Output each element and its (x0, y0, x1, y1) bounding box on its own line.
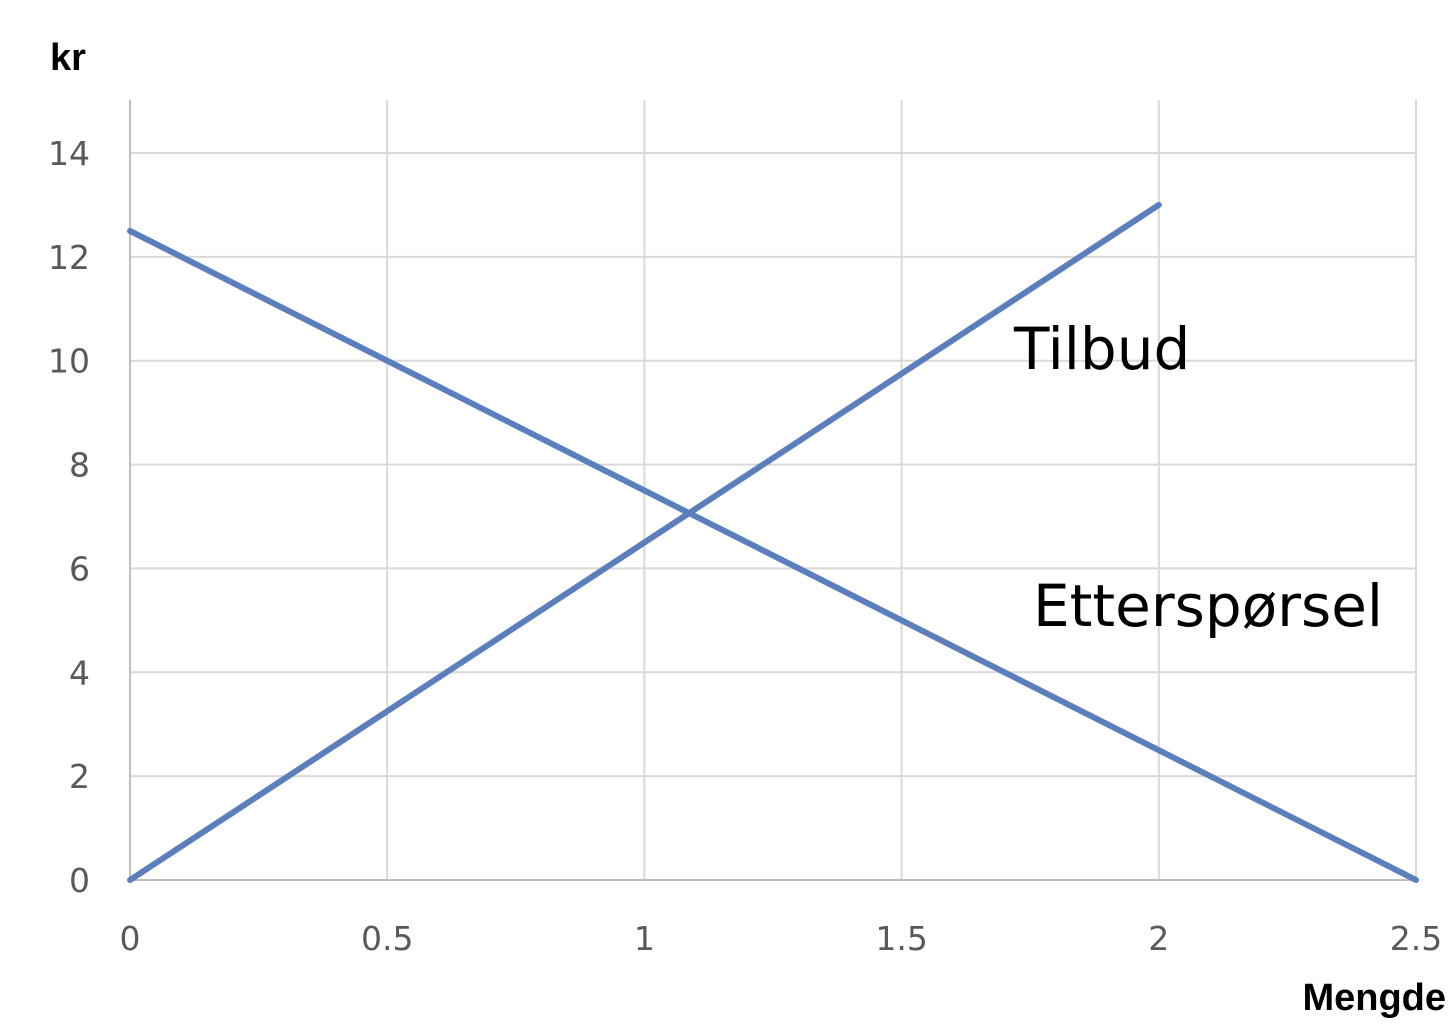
x-tick-label: 1.5 (875, 919, 927, 958)
x-tick-label: 0.5 (361, 919, 413, 958)
series-label-tilbud: Tilbud (1013, 315, 1190, 383)
x-tick-label: 2 (1148, 919, 1169, 958)
grid (129, 100, 1417, 880)
series-lines (127, 201, 1419, 883)
x-tick-label: 2.5 (1390, 919, 1442, 958)
series-line-tilbud (127, 201, 1162, 883)
y-tick-label: 0 (69, 861, 90, 900)
y-axis-title: kr (50, 37, 86, 79)
y-tick-label: 6 (69, 549, 90, 588)
x-axis-title: Mengde (1302, 977, 1446, 1019)
axes: 0 2 4 6 8 10 12 14 0 0.5 1 1.5 2 2.5 (48, 134, 1442, 958)
y-tick-label: 10 (48, 342, 90, 381)
y-tick-label: 12 (48, 238, 90, 277)
y-tick-label: 2 (69, 757, 90, 796)
series-line-ettersporsel (127, 227, 1419, 883)
series-label-ettersporsel: Etterspørsel (1033, 572, 1383, 640)
y-tick-label: 4 (69, 653, 90, 692)
x-tick-label: 1 (634, 919, 655, 958)
y-tick-label: 14 (48, 134, 90, 173)
x-tick-label: 0 (120, 919, 141, 958)
y-tick-label: 8 (69, 446, 90, 485)
